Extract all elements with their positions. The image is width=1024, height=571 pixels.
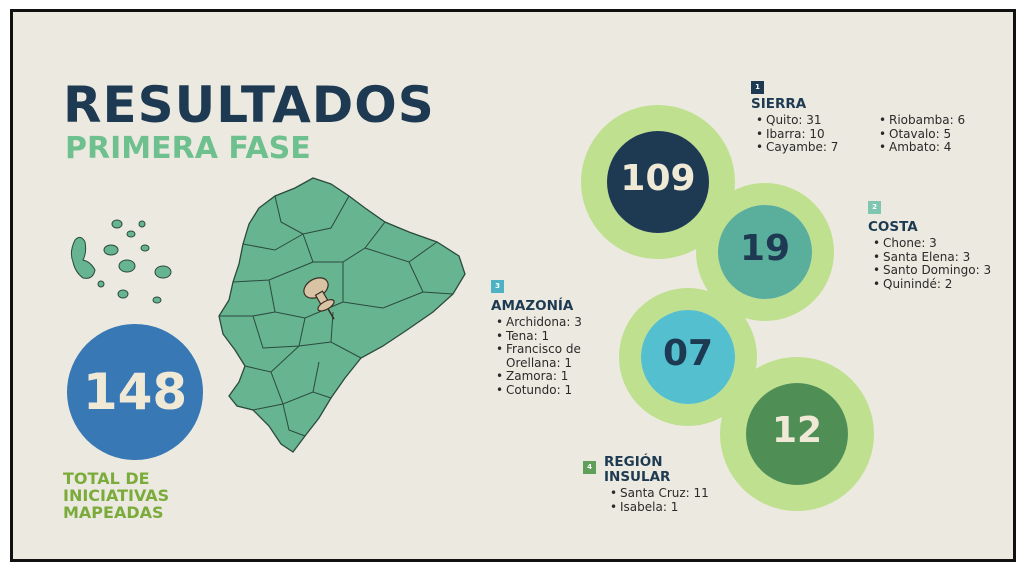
total-circle: 148 [67, 324, 203, 460]
region-costa: 2 COSTA Chone: 3 Santa Elena: 3 Santo Do… [868, 198, 1008, 291]
infographic-frame: RESULTADOS PRIMERA FASE [10, 9, 1016, 562]
pushpin-icon [303, 277, 335, 320]
region-badge: 2 [868, 201, 881, 214]
total-value: 148 [82, 363, 188, 421]
page-title: RESULTADOS [63, 76, 435, 134]
region-title: COSTA [868, 219, 918, 235]
region-badge: 1 [751, 81, 764, 94]
total-label: TOTAL DE INICIATIVAS MAPEADAS [63, 470, 223, 521]
list-item: Isabela: 1 [610, 500, 743, 515]
amazonia-total: 07 [662, 333, 714, 374]
list-item: Quito: 31 [756, 113, 874, 128]
sierra-list-2: Riobamba: 6 Otavalo: 5 Ambato: 4 [874, 113, 965, 155]
sierra-list-1: Quito: 31 Ibarra: 10 Cayambe: 7 [751, 113, 874, 155]
region-title: INSULAR [604, 469, 671, 485]
results-rings [581, 105, 874, 511]
insular-list: Santa Cruz: 11 Isabela: 1 [605, 486, 743, 515]
list-item: Santa Elena: 3 [873, 250, 1001, 265]
region-sierra: 1 SIERRA Quito: 31 Ibarra: 10 Cayambe: 7… [751, 78, 1013, 155]
total-label-line: INICIATIVAS [63, 486, 170, 505]
galapagos-islands [70, 219, 172, 304]
list-item: Ibarra: 10 [756, 127, 874, 142]
sierra-circle [607, 131, 709, 233]
list-item: Cayambe: 7 [756, 140, 874, 155]
list-item: Chone: 3 [873, 236, 1001, 251]
costa-circle [718, 205, 812, 299]
list-item: Santa Cruz: 11 [610, 486, 743, 501]
province-borders [219, 195, 454, 437]
region-title: AMAZONÍA [491, 298, 574, 314]
region-badge: 4 [583, 461, 596, 474]
list-item: Tena: 1 [496, 329, 606, 344]
total-label-line: TOTAL DE [63, 469, 150, 488]
region-insular: 4 REGIÓN INSULAR Santa Cruz: 11 Isabela:… [583, 455, 743, 514]
amazonia-circle [641, 310, 735, 404]
insular-circle [746, 383, 848, 485]
page-subtitle: PRIMERA FASE [65, 131, 311, 166]
region-amazonia: 3 AMAZONÍA Archidona: 3 Tena: 1 Francisc… [491, 277, 606, 397]
list-item: Quinindé: 2 [873, 277, 1001, 292]
list-item: Otavalo: 5 [879, 127, 965, 142]
costa-total: 19 [739, 228, 791, 269]
list-item: Ambato: 4 [879, 140, 965, 155]
amazonia-list: Archidona: 3 Tena: 1 Francisco de Orella… [491, 315, 606, 398]
region-title: SIERRA [751, 96, 807, 112]
region-title: REGIÓN [604, 454, 663, 470]
list-item: Santo Domingo: 3 [873, 263, 1001, 278]
list-item: Zamora: 1 [496, 369, 606, 384]
sierra-total: 109 [620, 158, 696, 199]
list-item: Cotundo: 1 [496, 383, 606, 398]
ecuador-map-icon [70, 105, 874, 511]
list-item: Francisco de Orellana: 1 [496, 342, 606, 370]
list-item: Riobamba: 6 [879, 113, 965, 128]
total-label-line: MAPEADAS [63, 503, 164, 522]
costa-list: Chone: 3 Santa Elena: 3 Santo Domingo: 3… [868, 236, 1001, 292]
insular-total: 12 [771, 410, 823, 451]
list-item: Archidona: 3 [496, 315, 606, 330]
region-badge: 3 [491, 280, 504, 293]
